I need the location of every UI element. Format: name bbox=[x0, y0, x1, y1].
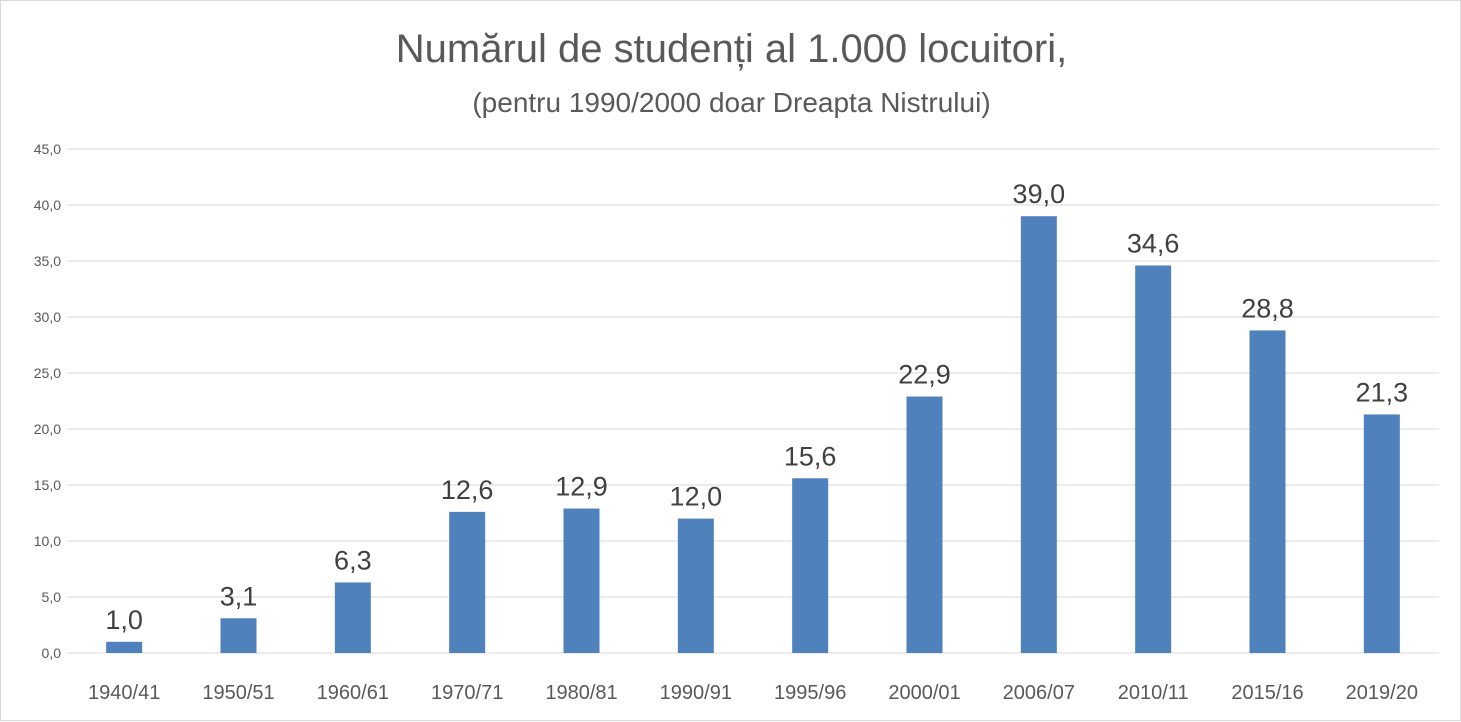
y-tick-label: 25,0 bbox=[34, 365, 61, 381]
x-category-label: 1960/61 bbox=[317, 682, 389, 704]
chart-subtitle: (pentru 1990/2000 doar Dreapta Nistrului… bbox=[472, 87, 991, 118]
data-label: 21,3 bbox=[1356, 377, 1409, 407]
x-category-label: 1995/96 bbox=[774, 682, 846, 704]
x-category-label: 1970/71 bbox=[431, 682, 503, 704]
bar bbox=[906, 396, 943, 653]
y-tick-label: 30,0 bbox=[34, 309, 61, 325]
data-label: 12,6 bbox=[441, 475, 494, 505]
bar bbox=[792, 478, 829, 653]
bar bbox=[1020, 216, 1057, 653]
y-tick-label: 10,0 bbox=[34, 533, 61, 549]
y-tick-label: 5,0 bbox=[42, 589, 62, 605]
bar bbox=[563, 508, 600, 653]
bar bbox=[1249, 330, 1286, 653]
bar bbox=[449, 511, 486, 653]
x-category-label: 2015/16 bbox=[1231, 682, 1303, 704]
y-tick-label: 45,0 bbox=[34, 141, 61, 157]
data-labels: 1,0 3,1 6,3 12,6 12,9 12,0 15,6 22,9 39,0 34,6 28,… bbox=[105, 179, 1408, 635]
data-label: 22,9 bbox=[898, 360, 951, 390]
data-label: 12,9 bbox=[555, 472, 608, 502]
data-label: 15,6 bbox=[784, 441, 837, 471]
x-category-label: 1990/91 bbox=[660, 682, 732, 704]
data-label: 3,1 bbox=[220, 581, 258, 611]
bar bbox=[220, 618, 257, 653]
y-tick-label: 0,0 bbox=[42, 645, 62, 661]
x-category-label: 1980/81 bbox=[545, 682, 617, 704]
y-tick-label: 20,0 bbox=[34, 421, 61, 437]
bar bbox=[1135, 265, 1172, 653]
y-tick-label: 15,0 bbox=[34, 477, 61, 493]
data-label: 34,6 bbox=[1127, 228, 1180, 258]
bar bbox=[334, 582, 371, 653]
x-category-label: 2010/11 bbox=[1118, 682, 1189, 704]
data-label: 12,0 bbox=[670, 482, 723, 512]
data-label: 6,3 bbox=[334, 545, 372, 575]
y-tick-label: 40,0 bbox=[34, 197, 61, 213]
bar bbox=[1363, 414, 1400, 653]
y-tick-label: 35,0 bbox=[34, 253, 61, 269]
x-category-label: 2006/07 bbox=[1003, 682, 1075, 704]
y-axis-ticks: 0,0 5,0 10,0 15,0 20,0 25,0 30,0 35,0 40,0 45,0 bbox=[34, 141, 61, 661]
data-label: 1,0 bbox=[105, 605, 143, 635]
bar bbox=[106, 641, 143, 653]
x-category-label: 1950/51 bbox=[202, 682, 274, 704]
x-category-label: 2019/20 bbox=[1346, 682, 1418, 704]
bars bbox=[106, 216, 1400, 653]
x-category-label: 1940/41 bbox=[88, 682, 160, 704]
data-label: 28,8 bbox=[1241, 293, 1294, 323]
bar bbox=[677, 518, 714, 653]
x-category-label: 2000/01 bbox=[888, 682, 960, 704]
chart-title: Numărul de studenți al 1.000 locuitori, bbox=[395, 27, 1068, 71]
x-axis-categories: 1940/41 1950/51 1960/61 1970/71 1980/81 1990/… bbox=[88, 682, 1418, 704]
data-label: 39,0 bbox=[1013, 179, 1066, 209]
gridlines bbox=[67, 148, 1439, 654]
